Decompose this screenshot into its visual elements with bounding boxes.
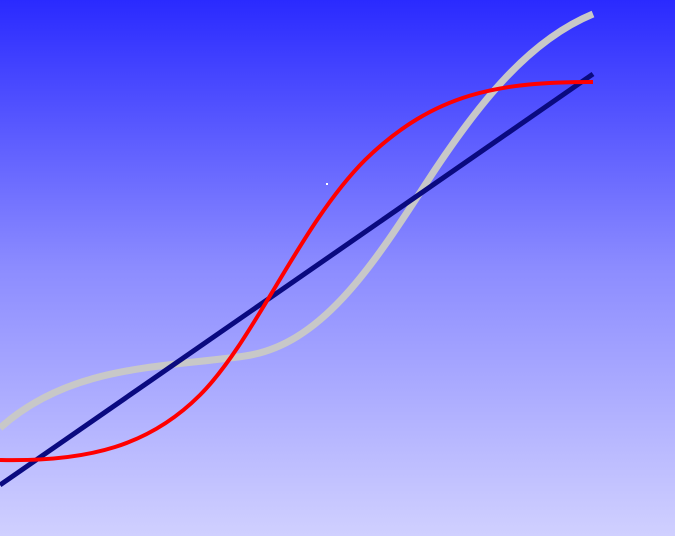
dot <box>326 183 328 185</box>
navy-line <box>0 71 595 488</box>
gray-curve <box>0 10 595 431</box>
red-curve <box>0 80 594 463</box>
